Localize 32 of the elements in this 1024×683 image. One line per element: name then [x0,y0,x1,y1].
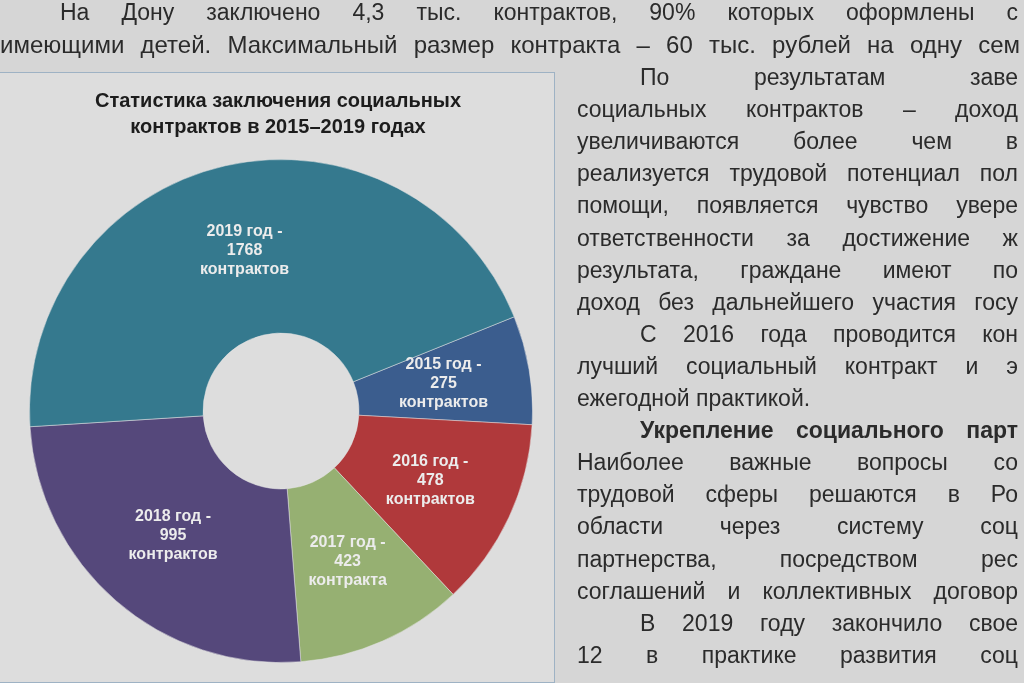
text: Укрепление социального парт [640,416,1018,445]
text: лучший социальный контракт и э [577,351,1018,380]
data-label: 423 контракта [308,552,387,589]
data-label: 995 контрактов [128,525,218,562]
text: соглашений и коллективных договор [577,576,1018,605]
text: трудовой сферы решаются в Ро [577,480,1018,509]
text: области через систему соц [577,512,1018,541]
text: ответственности за достижение ж [577,223,1018,252]
data-label: 478 контрактов [385,470,475,507]
text: партнерства, посредством рес [577,544,1018,573]
slice-label: 2015 год - [405,355,482,373]
text: 12 в практике развития соц [577,640,1018,669]
text: увеличиваются более чем в [577,127,1018,156]
slice-label: 2016 год - [392,451,469,469]
data-label: 275 контрактов [399,374,489,411]
text: В 2019 году закончило свое [640,608,1018,637]
slice-label: 2017 год - [309,533,386,551]
text: помощи, появляется чувство увере [577,191,1018,220]
text: С 2016 года проводится кон [640,319,1018,348]
slice-label: 2019 год - [206,221,283,239]
text: По результатам заве [640,63,1018,91]
text: доход без дальнейшего участия госу [577,287,1018,316]
text: Наиболее важные вопросы со [577,448,1018,477]
text: социальных контрактов – доход [577,95,1018,124]
text: имеющими детей. Максимальный размер контракта – 60 тыс. рублей на одну сем [0,31,1020,59]
slice-label: 2018 год - [135,506,212,524]
data-label: 1768 контрактов [200,240,290,277]
text: На Дону заключено 4,3 тыс. контрактов, 90% которых оформлены с [60,0,1018,26]
chart-title: Статистика заключения социальных контрактов в 2015–2019 годах [93,88,463,139]
text: реализуется трудовой потенциал пол [577,159,1018,188]
text: ежегодной практикой. [577,384,812,412]
text: результата, граждане имеют по [577,255,1018,284]
